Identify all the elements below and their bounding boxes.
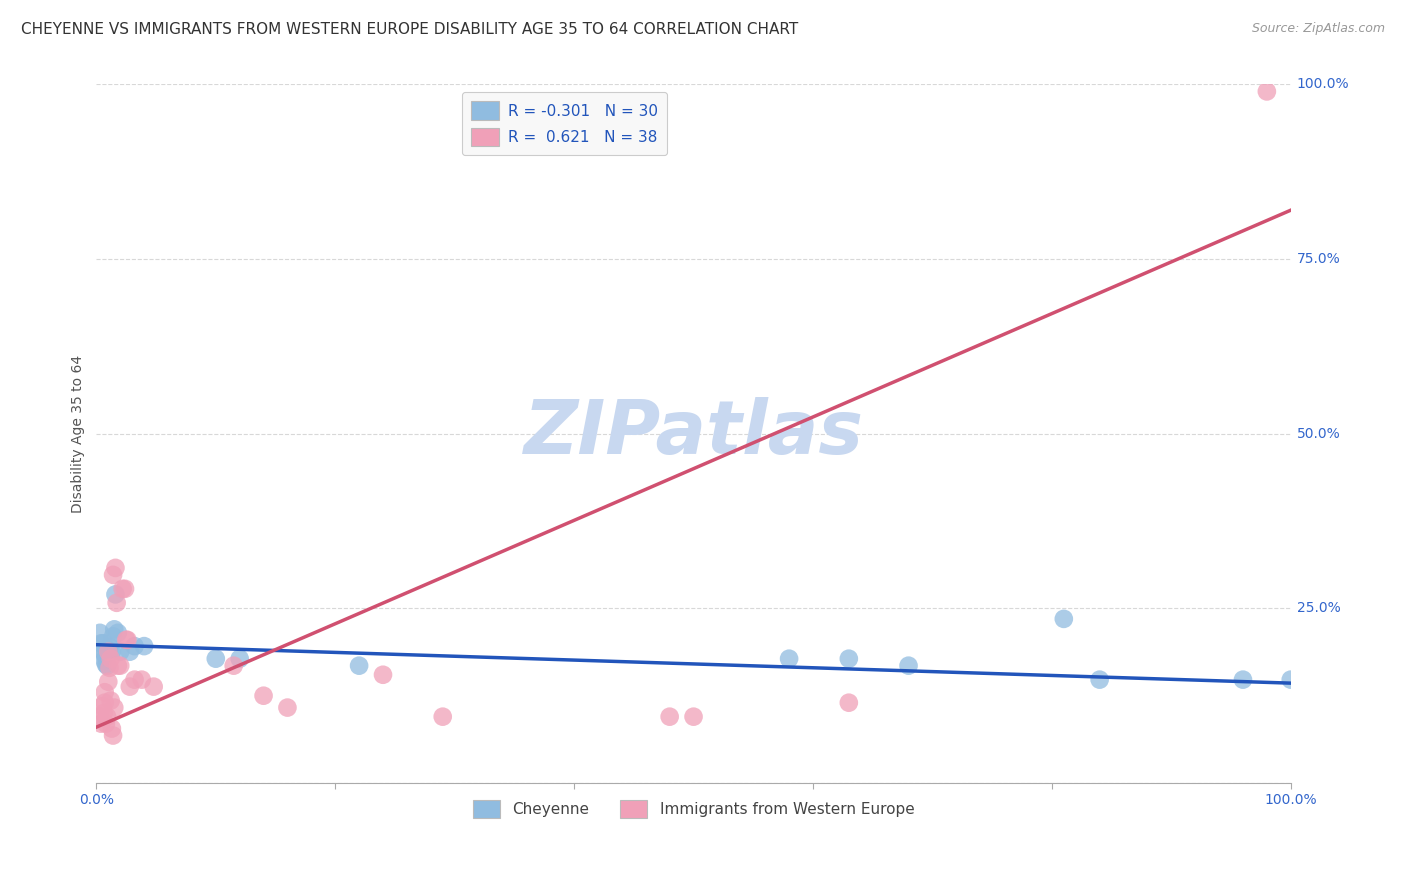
Point: [371, 667, 394, 681]
Point: [204, 651, 226, 665]
Point: [90, 716, 112, 731]
Point: [110, 645, 132, 659]
Point: [93, 636, 115, 650]
Point: [276, 700, 298, 714]
Point: [124, 673, 146, 687]
Text: Source: ZipAtlas.com: Source: ZipAtlas.com: [1251, 22, 1385, 36]
Point: [97, 674, 120, 689]
Point: [838, 696, 860, 710]
Point: [118, 645, 141, 659]
Y-axis label: Disability Age 35 to 64: Disability Age 35 to 64: [72, 355, 86, 513]
Point: [101, 722, 124, 736]
Point: [228, 651, 250, 665]
Point: [117, 632, 139, 647]
Point: [90, 636, 112, 650]
Point: [124, 639, 146, 653]
Point: [101, 729, 124, 743]
Point: [93, 696, 115, 710]
Point: [107, 625, 129, 640]
Point: [93, 685, 115, 699]
Point: [682, 709, 704, 723]
Point: [252, 689, 274, 703]
Point: [101, 645, 124, 659]
Point: [97, 645, 120, 659]
Point: [100, 651, 122, 665]
Point: [98, 661, 121, 675]
Point: [114, 582, 136, 596]
Point: [1088, 673, 1111, 687]
Point: [115, 632, 138, 647]
Point: [658, 709, 681, 723]
Point: [93, 647, 115, 661]
Point: [432, 709, 454, 723]
Point: [96, 709, 118, 723]
Point: [105, 596, 128, 610]
Point: [107, 658, 129, 673]
Point: [96, 658, 118, 673]
Point: [838, 651, 860, 665]
Point: [1053, 612, 1076, 626]
Point: [94, 657, 117, 672]
Text: 100.0%: 100.0%: [1296, 78, 1350, 92]
Text: CHEYENNE VS IMMIGRANTS FROM WESTERN EUROPE DISABILITY AGE 35 TO 64 CORRELATION C: CHEYENNE VS IMMIGRANTS FROM WESTERN EURO…: [21, 22, 799, 37]
Point: [347, 658, 370, 673]
Point: [103, 623, 125, 637]
Point: [110, 658, 132, 673]
Point: [93, 706, 115, 721]
Point: [104, 587, 127, 601]
Point: [134, 639, 156, 653]
Point: [1232, 673, 1254, 687]
Point: [101, 567, 124, 582]
Point: [118, 680, 141, 694]
Point: [97, 645, 120, 659]
Point: [103, 700, 125, 714]
Point: [100, 693, 122, 707]
Point: [104, 561, 127, 575]
Point: [222, 658, 245, 673]
Point: [897, 658, 920, 673]
Point: [98, 640, 121, 654]
Point: [91, 643, 114, 657]
Text: 25.0%: 25.0%: [1296, 601, 1340, 615]
Text: 75.0%: 75.0%: [1296, 252, 1340, 266]
Point: [111, 582, 134, 596]
Point: [94, 650, 117, 665]
Point: [91, 699, 114, 714]
Point: [93, 654, 115, 668]
Text: 50.0%: 50.0%: [1296, 426, 1340, 441]
Point: [778, 651, 800, 665]
Point: [1279, 673, 1302, 687]
Point: [142, 680, 165, 694]
Point: [1256, 84, 1278, 98]
Legend: Cheyenne, Immigrants from Western Europe: Cheyenne, Immigrants from Western Europe: [467, 794, 921, 824]
Point: [131, 673, 153, 687]
Point: [101, 629, 124, 643]
Point: [94, 716, 117, 731]
Text: ZIPatlas: ZIPatlas: [523, 397, 863, 470]
Point: [89, 625, 111, 640]
Point: [89, 709, 111, 723]
